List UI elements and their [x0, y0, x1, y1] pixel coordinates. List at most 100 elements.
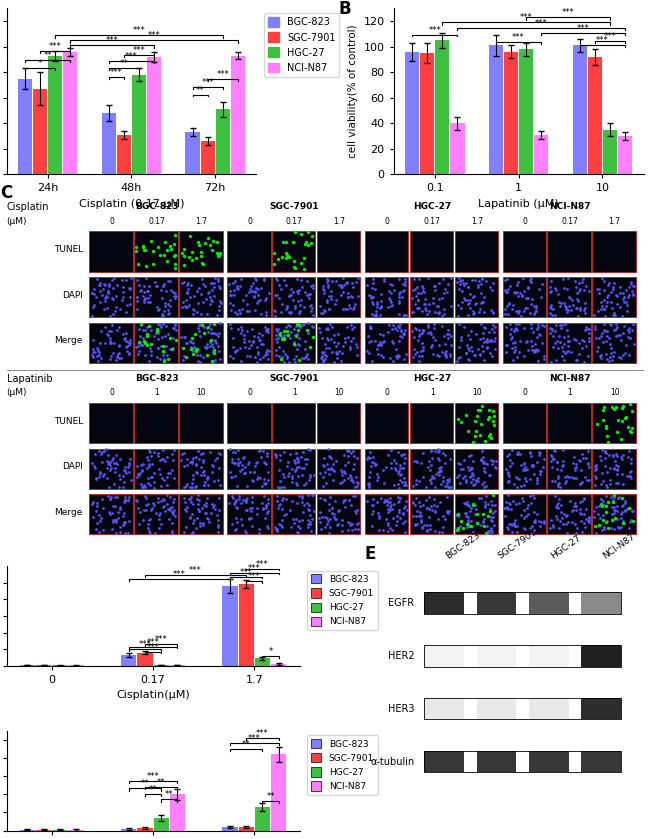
Point	[157, 348, 168, 362]
Point	[465, 294, 475, 307]
Point	[601, 447, 611, 461]
Point	[329, 507, 339, 520]
Point	[187, 341, 198, 355]
Point	[479, 320, 489, 334]
Point	[625, 515, 636, 529]
Point	[617, 505, 627, 519]
Point	[468, 305, 478, 318]
Point	[277, 493, 287, 507]
Point	[624, 280, 634, 294]
Point	[395, 285, 406, 299]
Point	[547, 329, 558, 342]
Point	[437, 309, 448, 322]
Point	[123, 526, 133, 539]
Point	[622, 503, 632, 516]
Point	[163, 307, 174, 320]
Point	[465, 470, 476, 483]
Point	[281, 508, 291, 521]
Point	[177, 341, 188, 355]
Point	[320, 352, 330, 365]
Point	[534, 283, 544, 296]
Point	[276, 481, 286, 494]
Point	[462, 518, 472, 531]
Point	[475, 347, 486, 361]
Point	[282, 324, 293, 337]
Point	[499, 509, 510, 523]
Point	[111, 526, 122, 539]
Point	[514, 448, 525, 461]
Point	[464, 343, 474, 357]
Point	[502, 501, 513, 514]
Point	[120, 526, 130, 539]
Point	[413, 323, 424, 336]
Bar	[52, 830, 68, 831]
Point	[342, 275, 352, 289]
Point	[300, 285, 311, 299]
Point	[573, 294, 583, 308]
Point	[254, 333, 265, 347]
Point	[230, 511, 240, 524]
Point	[510, 340, 521, 353]
Point	[225, 284, 235, 298]
Point	[485, 504, 495, 518]
Point	[379, 477, 389, 490]
Point	[452, 471, 462, 484]
Bar	[317, 449, 360, 489]
Point	[297, 468, 307, 482]
Point	[463, 425, 473, 438]
Point	[88, 496, 98, 509]
Point	[165, 342, 176, 356]
Point	[257, 328, 268, 341]
Point	[465, 332, 475, 346]
Point	[381, 495, 391, 508]
Point	[326, 320, 337, 333]
Point	[238, 451, 248, 465]
Point	[326, 451, 336, 465]
Point	[213, 461, 224, 475]
Point	[206, 323, 216, 336]
Point	[393, 348, 403, 362]
Point	[595, 295, 606, 309]
Point	[510, 286, 521, 300]
Text: BGC-823: BGC-823	[135, 202, 178, 211]
Point	[103, 284, 114, 298]
Point	[490, 320, 501, 334]
Point	[482, 341, 493, 355]
Point	[553, 472, 564, 485]
Point	[598, 475, 608, 488]
Point	[160, 455, 170, 468]
Point	[290, 355, 300, 368]
Point	[274, 517, 284, 530]
Point	[457, 295, 467, 309]
Point	[337, 285, 348, 299]
Point	[89, 459, 99, 472]
Point	[315, 466, 325, 480]
Point	[367, 354, 377, 367]
Point	[372, 339, 383, 352]
Point	[135, 338, 146, 352]
Point	[294, 320, 305, 333]
Point	[413, 293, 424, 306]
Point	[146, 324, 156, 337]
Point	[139, 503, 150, 516]
Point	[547, 303, 558, 316]
Point	[287, 475, 297, 488]
Point	[414, 329, 424, 342]
Point	[598, 494, 608, 508]
Point	[439, 338, 450, 352]
Point	[247, 322, 257, 336]
Point	[179, 480, 189, 493]
Point	[157, 279, 168, 293]
Point	[509, 477, 519, 491]
Point	[551, 353, 562, 367]
Point	[160, 504, 170, 518]
Point	[246, 491, 257, 504]
Point	[469, 349, 479, 362]
Point	[115, 453, 125, 466]
Point	[597, 326, 607, 340]
Point	[533, 320, 543, 334]
Point	[125, 452, 135, 466]
Point	[599, 523, 610, 536]
Point	[545, 521, 556, 534]
Point	[210, 353, 220, 367]
